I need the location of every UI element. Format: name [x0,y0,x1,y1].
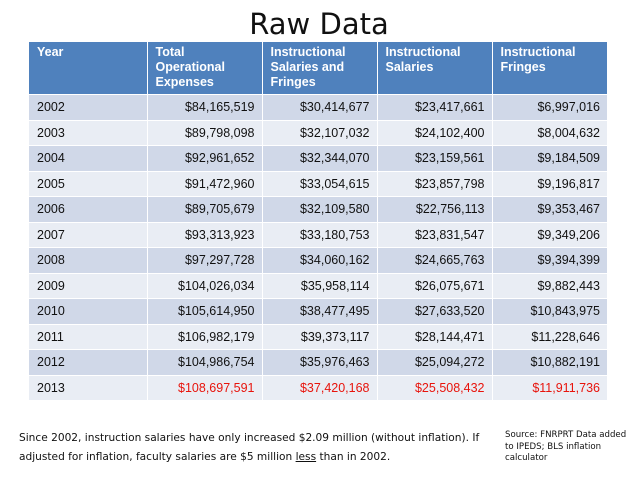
cell-year: 2003 [29,119,148,146]
cell-instructional-salaries-and-fringes: $35,976,463 [262,349,378,375]
cell-year: 2011 [29,323,148,350]
header-instructional-salaries-and-fringes: Instructional Salaries and Fringes [262,42,378,95]
table-row-highlighted: 2013 $108,697,591 $37,420,168 $25,508,43… [29,374,607,400]
table-row: 2007 $93,313,923 $33,180,753 $23,831,547… [29,221,607,248]
table-row: 2005 $91,472,960 $33,054,615 $23,857,798… [29,170,607,197]
cell-instructional-salaries: $23,417,661 [377,94,493,120]
cell-year: 2002 [29,94,148,120]
cell-total-operational-expenses: $108,697,591 [147,374,263,400]
cell-instructional-fringes: $10,843,975 [492,298,607,324]
cell-total-operational-expenses: $89,798,098 [147,119,263,146]
note-text: Since 2002, instruction salaries have on… [19,432,480,463]
cell-total-operational-expenses: $92,961,652 [147,145,263,171]
header-year: Year [29,42,148,95]
cell-year: 2007 [29,221,148,248]
cell-instructional-salaries-and-fringes: $33,054,615 [262,170,378,197]
cell-instructional-fringes: $8,004,632 [492,119,607,146]
cell-instructional-fringes: $11,911,736 [492,374,607,400]
header-total-operational-expenses: Total Operational Expenses [147,42,263,95]
raw-data-table: Year Total Operational Expenses Instruct… [29,42,607,400]
table-row: 2002 $84,165,519 $30,414,677 $23,417,661… [29,94,607,120]
cell-instructional-salaries: $24,102,400 [377,119,493,146]
cell-total-operational-expenses: $97,297,728 [147,247,263,273]
cell-instructional-salaries: $27,633,520 [377,298,493,324]
table-row: 2003 $89,798,098 $32,107,032 $24,102,400… [29,119,607,146]
table-row: 2009 $104,026,034 $35,958,114 $26,075,67… [29,272,607,299]
header-instructional-salaries: Instructional Salaries [377,42,493,95]
slide-title: Raw Data [249,7,389,41]
cell-instructional-salaries-and-fringes: $32,109,580 [262,196,378,222]
source-citation: Source: FNRPRT Data added to IPEDS; BLS … [505,430,627,463]
cell-instructional-salaries: $26,075,671 [377,272,493,299]
cell-year: 2006 [29,196,148,222]
cell-instructional-fringes: $9,882,443 [492,272,607,299]
table-header-row: Year Total Operational Expenses Instruct… [29,42,607,95]
cell-total-operational-expenses: $91,472,960 [147,170,263,197]
cell-instructional-salaries-and-fringes: $37,420,168 [262,374,378,400]
cell-instructional-fringes: $9,196,817 [492,170,607,197]
cell-instructional-salaries: $24,665,763 [377,247,493,273]
cell-instructional-salaries: $28,144,471 [377,323,493,350]
cell-instructional-fringes: $11,228,646 [492,323,607,350]
cell-year: 2005 [29,170,148,197]
note-underlined-word: less [295,451,317,463]
table-row: 2011 $106,982,179 $39,373,117 $28,144,47… [29,323,607,350]
summary-note: Since 2002, instruction salaries have on… [19,429,489,467]
header-instructional-fringes: Instructional Fringes [492,42,607,95]
cell-instructional-salaries: $22,756,113 [377,196,493,222]
cell-instructional-salaries: $23,831,547 [377,221,493,248]
table-row: 2012 $104,986,754 $35,976,463 $25,094,27… [29,349,607,375]
cell-instructional-salaries-and-fringes: $34,060,162 [262,247,378,273]
cell-year: 2012 [29,349,148,375]
cell-instructional-fringes: $9,349,206 [492,221,607,248]
cell-year: 2004 [29,145,148,171]
cell-instructional-fringes: $9,394,399 [492,247,607,273]
cell-instructional-salaries-and-fringes: $30,414,677 [262,94,378,120]
cell-instructional-salaries: $23,159,561 [377,145,493,171]
cell-instructional-fringes: $9,184,509 [492,145,607,171]
cell-year: 2008 [29,247,148,273]
cell-instructional-salaries: $25,094,272 [377,349,493,375]
cell-instructional-salaries-and-fringes: $33,180,753 [262,221,378,248]
table-row: 2006 $89,705,679 $32,109,580 $22,756,113… [29,196,607,222]
cell-year: 2010 [29,298,148,324]
cell-total-operational-expenses: $104,986,754 [147,349,263,375]
cell-instructional-salaries: $25,508,432 [377,374,493,400]
cell-total-operational-expenses: $105,614,950 [147,298,263,324]
cell-instructional-fringes: $9,353,467 [492,196,607,222]
cell-year: 2013 [29,374,148,400]
cell-instructional-salaries-and-fringes: $39,373,117 [262,323,378,350]
table-row: 2010 $105,614,950 $38,477,495 $27,633,52… [29,298,607,324]
cell-instructional-salaries-and-fringes: $32,107,032 [262,119,378,146]
cell-instructional-fringes: $6,997,016 [492,94,607,120]
cell-instructional-salaries-and-fringes: $35,958,114 [262,272,378,299]
cell-total-operational-expenses: $93,313,923 [147,221,263,248]
cell-instructional-salaries-and-fringes: $32,344,070 [262,145,378,171]
cell-total-operational-expenses: $104,026,034 [147,272,263,299]
table-row: 2004 $92,961,652 $32,344,070 $23,159,561… [29,145,607,171]
cell-total-operational-expenses: $106,982,179 [147,323,263,350]
cell-instructional-salaries: $23,857,798 [377,170,493,197]
note-text-end: than in 2002. [316,451,391,463]
table-row: 2008 $97,297,728 $34,060,162 $24,665,763… [29,247,607,273]
cell-total-operational-expenses: $89,705,679 [147,196,263,222]
cell-instructional-salaries-and-fringes: $38,477,495 [262,298,378,324]
cell-year: 2009 [29,272,148,299]
cell-instructional-fringes: $10,882,191 [492,349,607,375]
cell-total-operational-expenses: $84,165,519 [147,94,263,120]
